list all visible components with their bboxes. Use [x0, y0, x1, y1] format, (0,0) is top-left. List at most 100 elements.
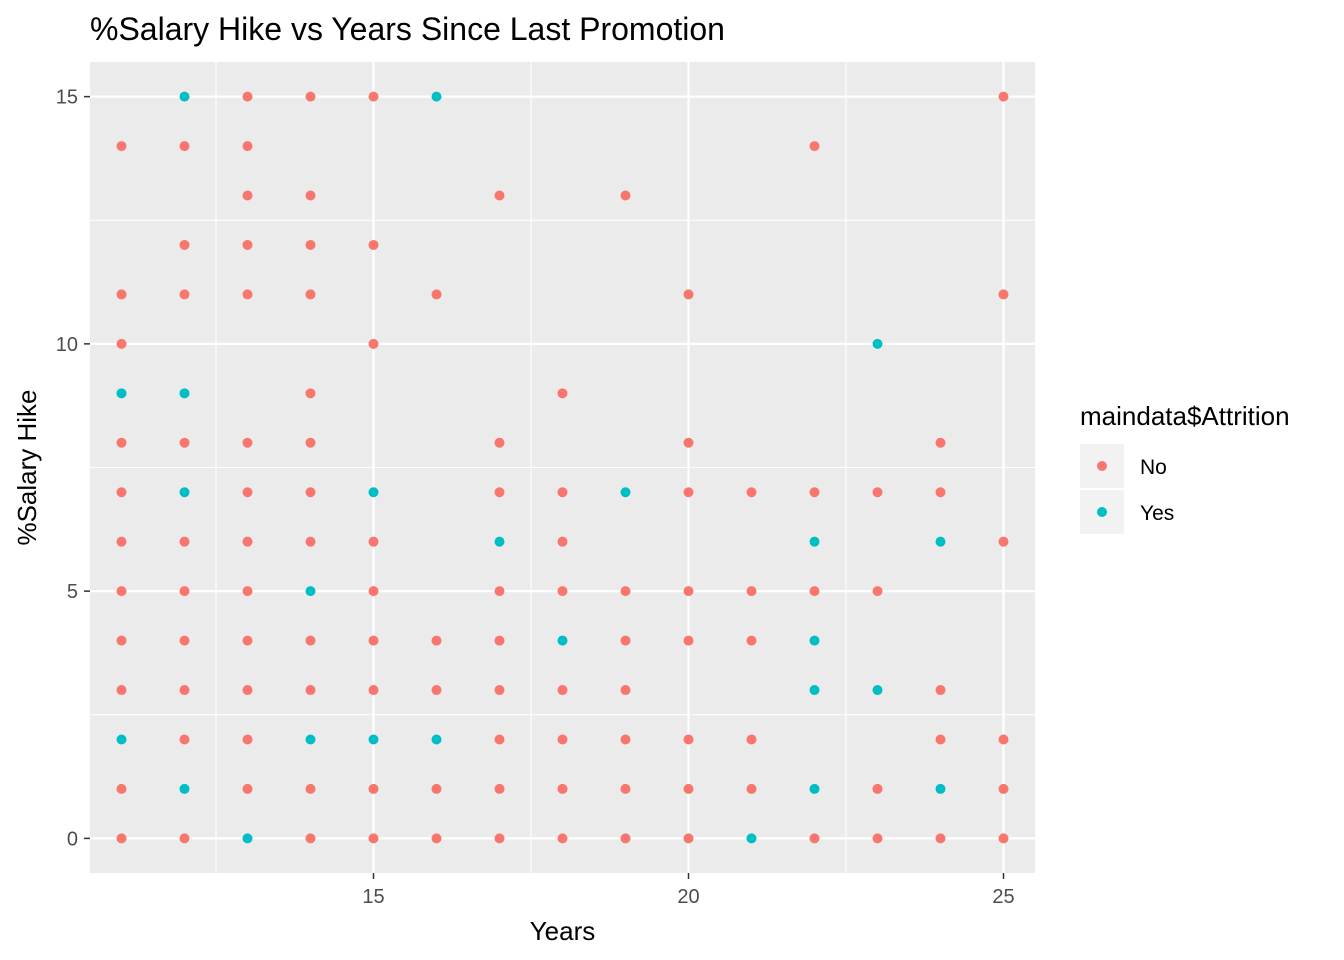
point-no: [368, 91, 379, 102]
point-no: [809, 141, 820, 152]
point-yes: [368, 487, 379, 498]
legend-label-no: No: [1140, 456, 1167, 479]
point-no: [431, 833, 442, 844]
point-no: [305, 190, 316, 201]
point-yes: [305, 734, 316, 745]
point-no: [179, 289, 190, 300]
point-no: [683, 289, 694, 300]
legend-key-no: [1097, 461, 1107, 471]
point-yes: [809, 536, 820, 547]
point-yes: [809, 635, 820, 646]
point-no: [494, 586, 505, 597]
point-no: [305, 239, 316, 250]
point-no: [305, 783, 316, 794]
point-no: [116, 586, 127, 597]
point-no: [935, 685, 946, 696]
point-no: [557, 833, 568, 844]
point-no: [116, 536, 127, 547]
point-yes: [179, 388, 190, 399]
point-no: [557, 685, 568, 696]
point-no: [179, 536, 190, 547]
point-yes: [620, 487, 631, 498]
point-no: [116, 635, 127, 646]
point-no: [998, 289, 1009, 300]
point-yes: [935, 783, 946, 794]
x-axis-label: Years: [530, 916, 596, 946]
point-no: [746, 487, 757, 498]
point-yes: [494, 536, 505, 547]
point-no: [305, 487, 316, 498]
point-yes: [368, 734, 379, 745]
point-no: [494, 734, 505, 745]
point-no: [179, 141, 190, 152]
point-no: [179, 833, 190, 844]
point-no: [305, 91, 316, 102]
point-no: [305, 388, 316, 399]
point-no: [620, 685, 631, 696]
point-no: [305, 685, 316, 696]
point-yes: [116, 388, 127, 399]
point-no: [557, 734, 568, 745]
point-no: [998, 91, 1009, 102]
point-no: [179, 239, 190, 250]
point-no: [431, 783, 442, 794]
point-no: [683, 437, 694, 448]
point-no: [494, 833, 505, 844]
point-no: [809, 833, 820, 844]
y-tick-label: 15: [56, 87, 78, 109]
data-points: [116, 91, 1009, 844]
point-no: [242, 141, 253, 152]
point-no: [683, 833, 694, 844]
point-no: [494, 487, 505, 498]
point-no: [809, 586, 820, 597]
point-yes: [431, 734, 442, 745]
point-no: [935, 437, 946, 448]
point-no: [683, 487, 694, 498]
point-no: [116, 141, 127, 152]
point-yes: [872, 685, 883, 696]
point-no: [431, 685, 442, 696]
point-no: [494, 437, 505, 448]
point-no: [935, 487, 946, 498]
point-no: [557, 388, 568, 399]
point-no: [368, 536, 379, 547]
point-no: [116, 833, 127, 844]
legend: maindata$Attrition No Yes: [1080, 401, 1290, 534]
point-no: [746, 734, 757, 745]
point-yes: [431, 91, 442, 102]
point-no: [242, 437, 253, 448]
point-yes: [809, 685, 820, 696]
point-no: [179, 734, 190, 745]
point-no: [746, 586, 757, 597]
point-no: [620, 635, 631, 646]
point-no: [242, 536, 253, 547]
point-no: [557, 487, 568, 498]
point-no: [557, 586, 568, 597]
point-no: [116, 437, 127, 448]
point-no: [116, 289, 127, 300]
point-no: [683, 783, 694, 794]
point-no: [998, 536, 1009, 547]
point-no: [242, 685, 253, 696]
point-no: [935, 833, 946, 844]
point-no: [494, 685, 505, 696]
y-tick-label: 10: [56, 334, 78, 356]
point-no: [242, 239, 253, 250]
point-yes: [305, 586, 316, 597]
point-yes: [179, 783, 190, 794]
point-no: [368, 635, 379, 646]
point-no: [242, 487, 253, 498]
point-no: [620, 190, 631, 201]
x-tick-label: 25: [992, 886, 1014, 908]
point-no: [557, 783, 568, 794]
point-no: [557, 536, 568, 547]
legend-key-yes: [1097, 507, 1107, 517]
point-no: [305, 635, 316, 646]
point-no: [116, 338, 127, 349]
point-no: [368, 833, 379, 844]
point-no: [368, 239, 379, 250]
y-tick-label: 0: [67, 828, 78, 850]
point-no: [179, 437, 190, 448]
point-no: [179, 635, 190, 646]
